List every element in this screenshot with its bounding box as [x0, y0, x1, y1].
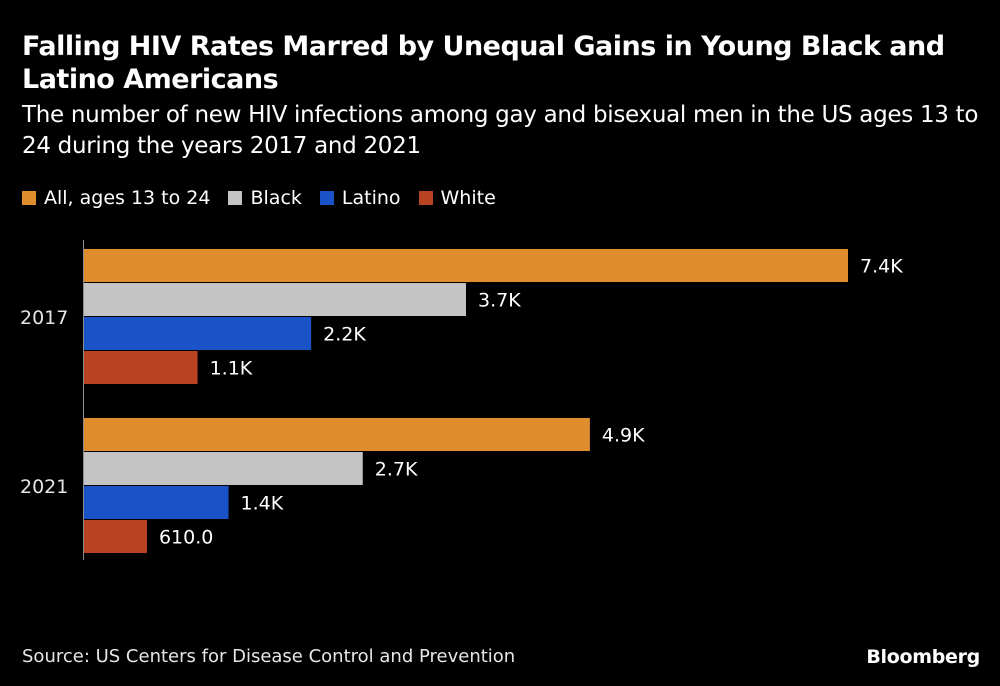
legend-swatch-all [22, 191, 36, 205]
legend-item-all: All, ages 13 to 24 [22, 187, 210, 209]
legend-label-all: All, ages 13 to 24 [44, 187, 211, 209]
bar-2017-white [84, 351, 198, 384]
bar-2017-black [84, 283, 466, 316]
legend-item-black: Black [228, 187, 302, 209]
data-label-2017-1: 3.7K [478, 290, 521, 312]
data-label-2021-1: 2.7K [375, 459, 418, 481]
legend-swatch-black [228, 191, 243, 205]
legend: All, ages 13 to 24 Black Latino White [22, 187, 514, 209]
chart-title: Falling HIV Rates Marred by Unequal Gain… [22, 31, 945, 95]
bar-2021-latino [84, 486, 229, 519]
chart-subtitle: The number of new HIV infections among g… [22, 102, 979, 159]
category-label-2021: 2021 [20, 476, 68, 498]
data-label-2021-3: 610.0 [159, 527, 213, 549]
legend-swatch-latino [319, 191, 334, 205]
legend-label-white: White [440, 187, 496, 209]
bar-2017-latino [84, 317, 312, 350]
source-note: Source: US Centers for Disease Control a… [22, 646, 516, 667]
legend-swatch-white [418, 191, 433, 205]
data-label-2017-0: 7.4K [860, 256, 903, 278]
bar-2021-black [84, 452, 363, 485]
brand-logo: Bloomberg [866, 646, 980, 668]
data-label-2021-0: 4.9K [602, 425, 645, 447]
data-label-2017-3: 1.1K [210, 358, 253, 380]
bar-2021-all [84, 418, 590, 451]
bar-2017-all [84, 249, 848, 282]
bar-2021-white [84, 520, 147, 553]
legend-label-latino: Latino [341, 187, 401, 209]
category-label-2017: 2017 [20, 307, 68, 329]
legend-item-white: White [418, 187, 496, 209]
data-label-2017-2: 2.2K [323, 324, 366, 346]
legend-item-latino: Latino [319, 187, 401, 209]
legend-label-black: Black [250, 187, 302, 209]
data-label-2021-2: 1.4K [241, 493, 284, 515]
